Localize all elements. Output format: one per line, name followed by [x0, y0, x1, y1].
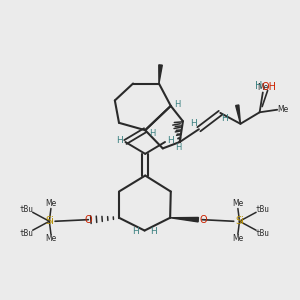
- Text: tBu: tBu: [256, 229, 269, 238]
- Text: OH: OH: [262, 82, 277, 92]
- Text: H: H: [190, 119, 196, 128]
- Text: Me: Me: [257, 83, 269, 92]
- Text: H: H: [174, 100, 180, 109]
- Text: O: O: [199, 215, 207, 225]
- Text: H: H: [149, 129, 155, 138]
- Text: Me: Me: [232, 199, 244, 208]
- Text: tBu: tBu: [20, 205, 33, 214]
- Text: tBu: tBu: [256, 205, 269, 214]
- Text: O: O: [85, 215, 92, 225]
- Text: Me: Me: [232, 234, 244, 243]
- Text: H: H: [255, 81, 262, 91]
- Polygon shape: [170, 218, 198, 222]
- Text: H: H: [175, 143, 181, 152]
- Text: Si: Si: [235, 216, 244, 226]
- Text: H: H: [116, 136, 123, 145]
- Text: H: H: [132, 227, 139, 236]
- Text: tBu: tBu: [20, 229, 33, 238]
- Text: Me: Me: [45, 199, 57, 208]
- Text: H: H: [150, 227, 157, 236]
- Text: Me: Me: [277, 105, 289, 114]
- Text: Si: Si: [45, 216, 54, 226]
- Text: Me: Me: [45, 234, 57, 243]
- Polygon shape: [159, 65, 162, 83]
- Polygon shape: [236, 105, 240, 124]
- Text: H: H: [167, 136, 174, 145]
- Text: H: H: [221, 113, 227, 122]
